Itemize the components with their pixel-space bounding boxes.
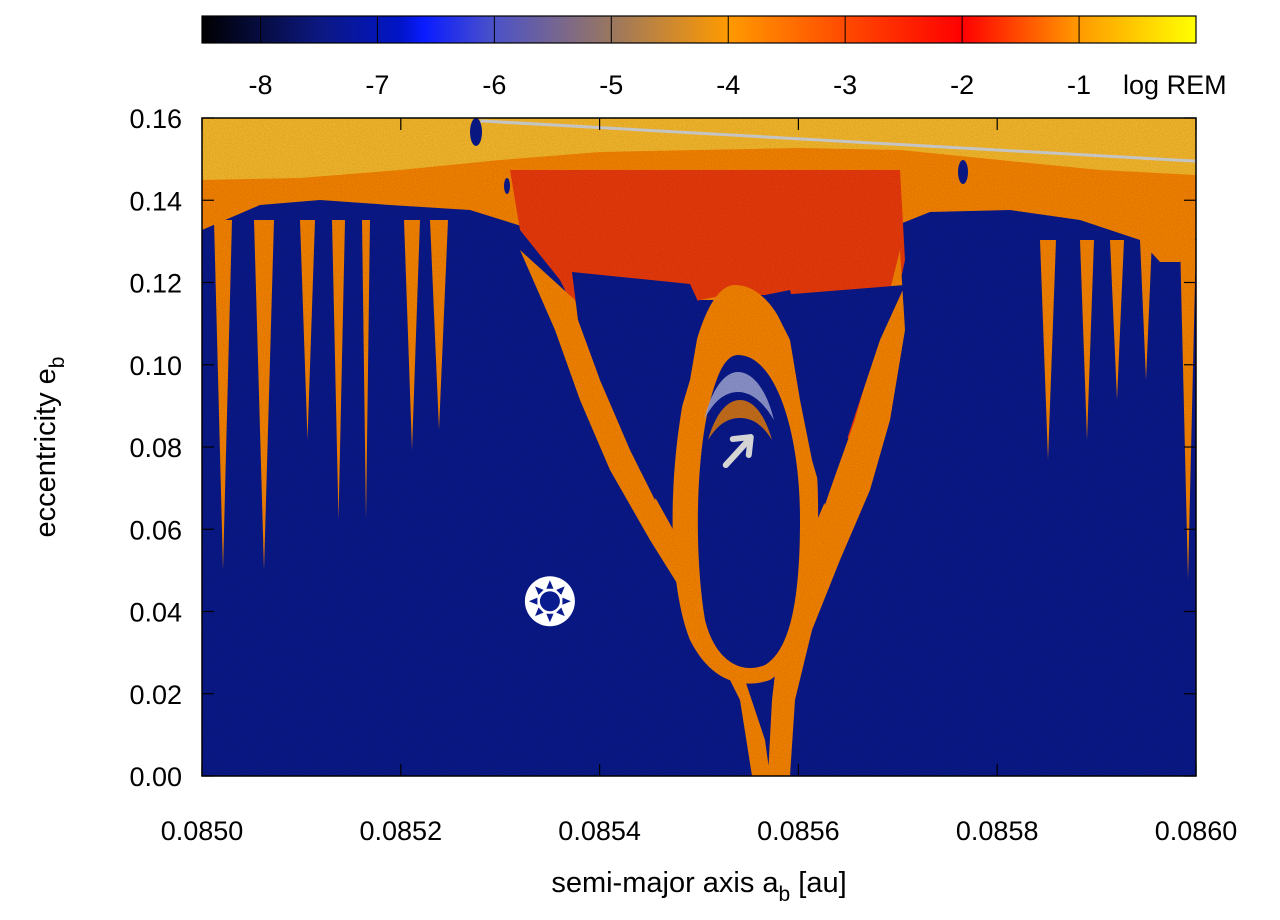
x-tick-label: 0.0852: [360, 816, 443, 846]
y-tick-label: 0.08: [129, 433, 182, 463]
sun-ray: [562, 597, 571, 605]
sun-ray: [556, 586, 565, 595]
sun-symbol-icon: [524, 576, 575, 627]
x-tick-label: 0.0850: [161, 816, 244, 846]
y-tick-label: 0.04: [129, 598, 182, 628]
y-tick-label: 0.14: [129, 186, 182, 216]
colorbar-tick-label: -6: [482, 70, 506, 100]
y-tick-label: 0.02: [129, 680, 182, 710]
arrow-up-right-icon: [722, 434, 754, 469]
y-axis-label: eccentricity eb: [30, 357, 69, 538]
colorbar-tick-label: -3: [833, 70, 857, 100]
plot-area: [202, 118, 1196, 776]
sun-ray: [546, 613, 554, 623]
colorbar-tick-label: -1: [1067, 70, 1091, 100]
colorbar-tick-label: -2: [950, 70, 974, 100]
y-axis: 0.00 0.02 0.04 0.06 0.08 0.10 0.12 0.14 0.16: [129, 104, 1196, 792]
sun-ray: [535, 607, 544, 617]
noise-texture: [202, 118, 1196, 776]
colorbar-tick-label: -8: [248, 70, 272, 100]
x-tick-label: 0.0860: [1155, 816, 1238, 846]
x-tick-label: 0.0858: [956, 816, 1039, 846]
sun-ray: [556, 607, 565, 617]
colorbar-tick-label: -5: [599, 70, 623, 100]
colorbar-tick-label: -4: [716, 70, 740, 100]
x-axis: 0.0850 0.0852 0.0854 0.0856 0.0858 0.0860: [161, 118, 1238, 846]
x-tick-label: 0.0854: [558, 816, 641, 846]
colorbar-label: log REM: [1123, 70, 1227, 100]
colorbar: -8 -7 -6 -5 -4 -3 -2 -1 log REM: [201, 15, 1227, 100]
x-tick-label: 0.0856: [757, 816, 840, 846]
sun-ray: [528, 597, 538, 605]
colorbar-ticks: -8 -7 -6 -5 -4 -3 -2 -1: [248, 16, 1091, 100]
y-tick-label: 0.16: [129, 104, 182, 134]
y-tick-label: 0.06: [129, 515, 182, 545]
sun-ray: [546, 580, 554, 589]
colorbar-tick-label: -7: [365, 70, 389, 100]
y-tick-label: 0.00: [129, 762, 182, 792]
y-tick-label: 0.10: [129, 351, 182, 381]
y-tick-label: 0.12: [129, 269, 182, 299]
colorbar-bar: [201, 15, 1197, 44]
sun-ray: [535, 586, 544, 595]
x-axis-label: semi-major axis ab [au]: [551, 867, 846, 906]
